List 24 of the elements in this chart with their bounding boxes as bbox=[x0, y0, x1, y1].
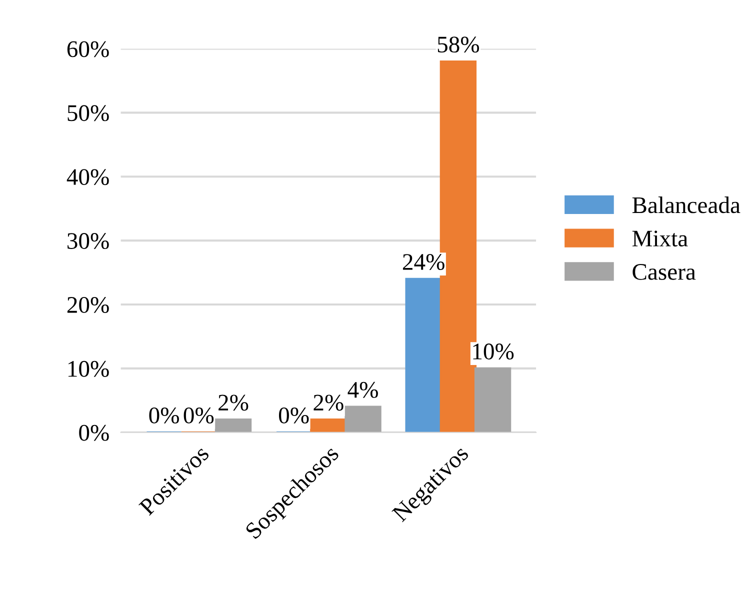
y-tick-label: 50% bbox=[68, 105, 109, 122]
y-tick-label: 40% bbox=[66, 169, 109, 186]
y-tick-label: 10% bbox=[68, 360, 109, 377]
y-tick-label: 20% bbox=[67, 296, 109, 313]
legend-label: Casera bbox=[632, 264, 696, 280]
legend-label: Balanceada bbox=[632, 196, 740, 214]
data-label: 0% bbox=[149, 407, 179, 424]
data-label: 0% bbox=[184, 407, 214, 424]
data-label: 4% bbox=[348, 382, 378, 398]
data-label: 24% bbox=[402, 254, 444, 270]
data-label: 58% bbox=[438, 36, 480, 53]
bar bbox=[344, 406, 382, 432]
bar bbox=[310, 418, 347, 432]
bar bbox=[474, 367, 512, 432]
y-tick-label: 30% bbox=[68, 233, 109, 250]
y-tick-label: 0% bbox=[79, 424, 109, 441]
bar bbox=[214, 418, 252, 432]
data-label: 2% bbox=[218, 394, 248, 411]
bar bbox=[405, 278, 442, 432]
legend-label: Mixta bbox=[632, 230, 688, 247]
data-label: 2% bbox=[314, 394, 344, 411]
data-label: 0% bbox=[278, 407, 309, 424]
data-label: 10% bbox=[473, 344, 514, 360]
y-tick-label: 60% bbox=[67, 41, 109, 58]
